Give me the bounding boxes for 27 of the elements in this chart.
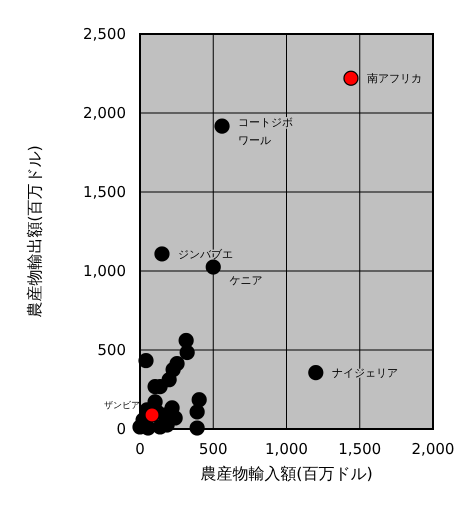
point xyxy=(214,118,230,134)
x-tick-label: 0 xyxy=(135,440,145,458)
y-axis-title: 農産物輸出額(百万ドル) xyxy=(25,145,44,318)
x-tick-label: 1,000 xyxy=(265,440,308,458)
annotation: 南アフリカ xyxy=(366,72,422,86)
point xyxy=(206,259,221,275)
x-axis-title: 農産物輸入額(百万ドル) xyxy=(200,464,373,483)
y-tick-label: 2,500 xyxy=(83,25,126,43)
x-tick-label: 1,500 xyxy=(338,440,382,458)
point xyxy=(190,420,205,436)
point xyxy=(180,344,195,360)
point xyxy=(308,364,324,380)
y-tick-label: 1,500 xyxy=(83,183,126,201)
x-tick-label: 500 xyxy=(198,440,228,458)
point xyxy=(343,70,359,86)
y-tick-label: 0 xyxy=(116,420,126,438)
y-tick-label: 1,000 xyxy=(83,262,126,280)
point xyxy=(190,404,205,420)
y-tick-label: 2,000 xyxy=(83,104,126,122)
point xyxy=(144,407,160,423)
x-tick-label: 2,000 xyxy=(412,440,454,458)
point xyxy=(138,352,154,368)
y-tick-label: 500 xyxy=(97,341,126,359)
point xyxy=(192,392,207,408)
annotation: ケニア xyxy=(229,274,262,287)
point xyxy=(154,246,170,262)
annotation: ザンビア xyxy=(104,400,140,411)
